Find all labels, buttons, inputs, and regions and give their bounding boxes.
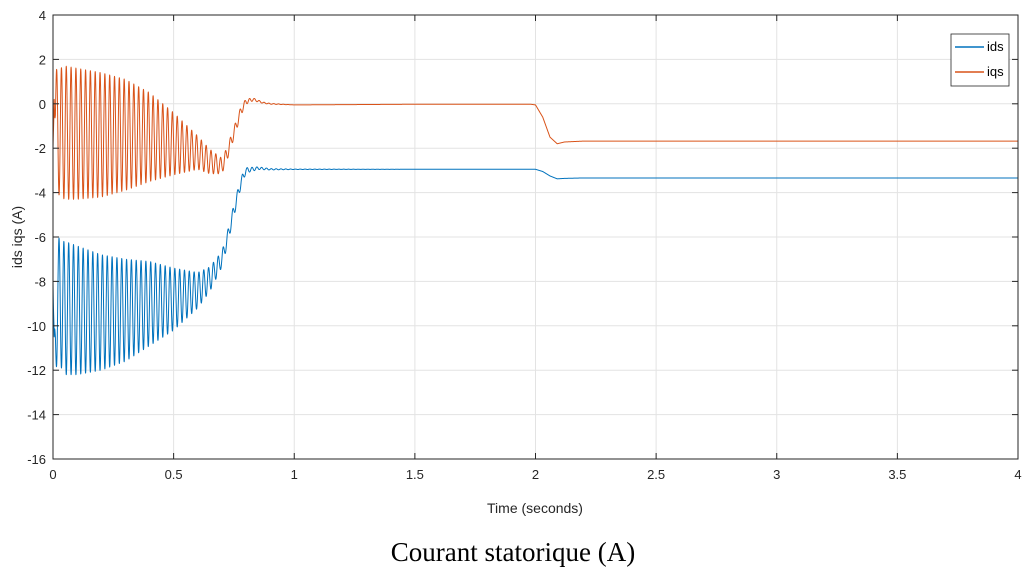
ticks: 0 0.5 1 1.5 2 2.5 3 3.5 4 4 2 0 -2 -4 -6 -8 -10 -12 -14 -16 [27, 8, 1021, 482]
y-tick-label: -12 [27, 363, 46, 378]
y-tick-label: 0 [39, 97, 46, 112]
legend-label-ids: ids [987, 39, 1004, 54]
y-tick-label: -16 [27, 452, 46, 467]
x-tick-label: 0 [49, 467, 56, 482]
x-tick-label: 0.5 [165, 467, 183, 482]
x-tick-label: 3 [773, 467, 780, 482]
legend-box [950, 33, 1010, 87]
y-axis-title: ids iqs (A) [9, 206, 25, 268]
y-tick-label: -2 [34, 141, 46, 156]
figure-caption: Courant statorique (A) [390, 537, 636, 567]
x-tick-label: 4 [1014, 467, 1021, 482]
x-tick-label: 1.5 [406, 467, 424, 482]
y-tick-label: -6 [34, 230, 46, 245]
series-line-iqs [52, 65, 1019, 200]
x-tick-label: 1 [291, 467, 298, 482]
y-tick-label: 4 [39, 8, 46, 23]
y-tick-label: 2 [39, 52, 46, 67]
x-axis-title: Time (seconds) [487, 500, 583, 516]
series-line-ids [52, 166, 1019, 376]
x-tick-label: 2 [532, 467, 539, 482]
legend-label-iqs: iqs [987, 64, 1004, 79]
x-tick-label: 2.5 [647, 467, 665, 482]
y-tick-label: -10 [27, 319, 46, 334]
series-layer [52, 65, 1019, 376]
y-tick-label: -14 [27, 408, 46, 423]
y-tick-label: -4 [34, 186, 46, 201]
legend: ids iqs [950, 33, 1010, 87]
x-tick-label: 3.5 [888, 467, 906, 482]
y-tick-label: -8 [34, 274, 46, 289]
